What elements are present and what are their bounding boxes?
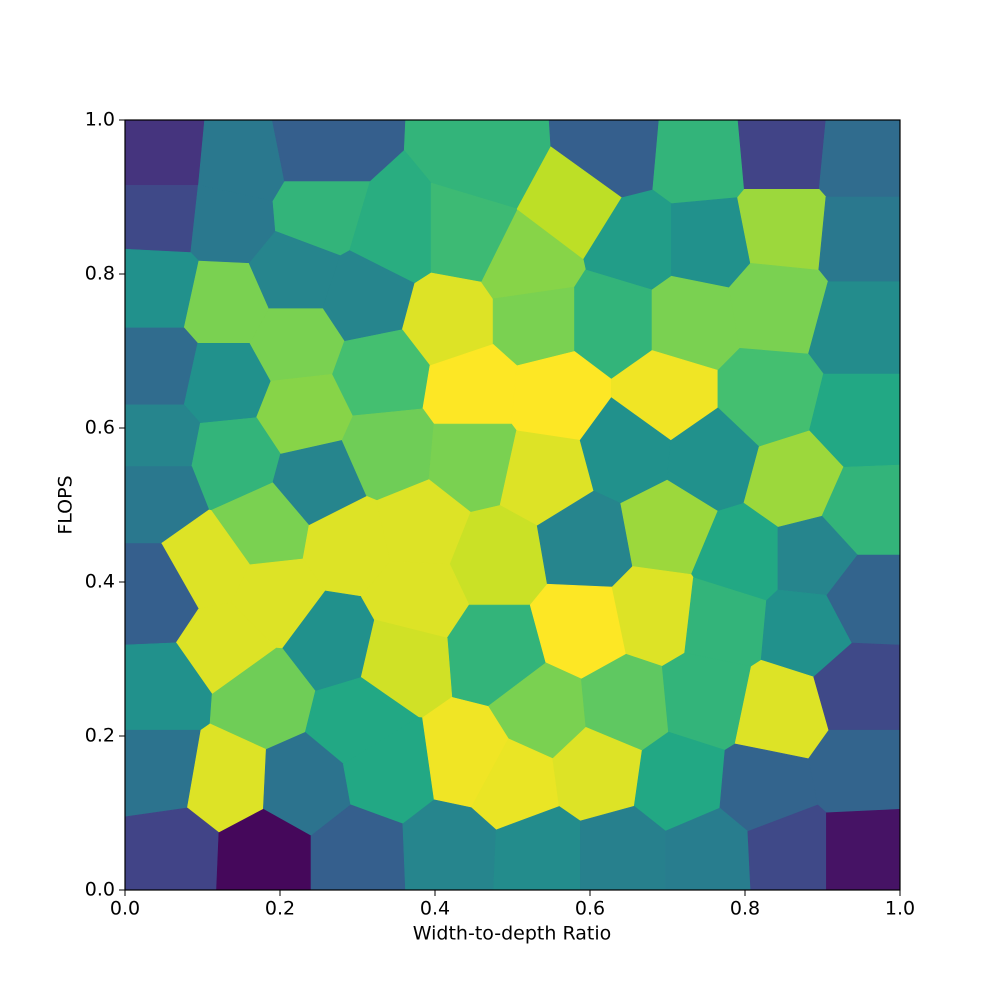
y-tick-label: 0.2 — [85, 725, 115, 747]
voronoi-cell — [124, 185, 199, 253]
voronoi-cell — [671, 197, 751, 289]
y-tick-label: 0.0 — [85, 879, 115, 901]
x-tick-label: 0.0 — [110, 898, 140, 920]
voronoi-cell — [818, 196, 901, 283]
y-tick-label: 0.6 — [85, 417, 115, 439]
x-axis-label: Width-to-depth Ratio — [413, 923, 611, 945]
y-tick-label: 1.0 — [85, 109, 115, 131]
plot-frame — [124, 119, 901, 891]
voronoi-cell — [826, 808, 901, 891]
y-tick-label: 0.8 — [85, 263, 115, 285]
voronoi-cell — [652, 119, 745, 205]
voronoi-cell — [737, 119, 827, 190]
voronoi-cell — [818, 119, 901, 198]
cells — [124, 119, 901, 891]
y-tick-label: 0.4 — [85, 571, 115, 593]
x-tick-label: 0.2 — [265, 898, 295, 920]
x-tick-label: 0.6 — [575, 898, 605, 920]
voronoi-cell — [492, 286, 575, 367]
voronoi-cell — [808, 729, 901, 814]
voronoi-cell — [124, 119, 205, 186]
voronoi-cell — [124, 404, 201, 467]
y-axis-label: FLOPS — [55, 475, 77, 534]
x-tick-label: 1.0 — [885, 898, 915, 920]
voronoi-cell — [737, 189, 827, 271]
x-tick-label: 0.8 — [730, 898, 760, 920]
x-tick-label: 0.4 — [420, 898, 450, 920]
